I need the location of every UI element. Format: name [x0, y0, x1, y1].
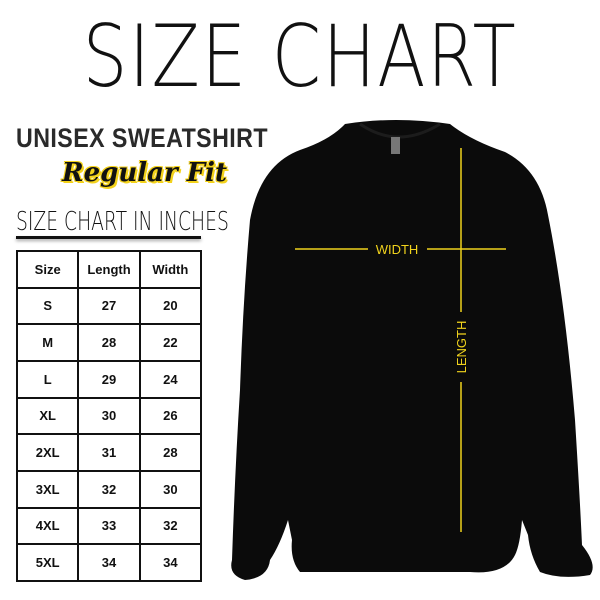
table-cell: 31	[77, 433, 141, 472]
neck-tag	[391, 137, 400, 154]
table-cell: 34	[138, 543, 203, 582]
size-table: Size Length Width S 27 20 M 28 22 L 29 24 XL 30 26 2XL 3…	[15, 250, 203, 582]
table-cell: L	[15, 359, 80, 399]
length-label: LENGTH	[454, 321, 469, 374]
page-title: SIZE CHART	[82, 7, 518, 107]
table-header-row: Size Length Width	[15, 250, 203, 289]
table-row: L 29 24	[15, 359, 203, 399]
table-cell: M	[15, 323, 80, 362]
table-cell: S	[15, 286, 80, 326]
table-row: M 28 22	[15, 323, 203, 362]
table-row: 2XL 31 28	[15, 433, 203, 472]
heading-underline	[16, 236, 201, 239]
table-cell: 22	[138, 323, 203, 362]
table-cell: 20	[138, 286, 203, 326]
table-cell: 26	[138, 396, 203, 436]
table-row: 4XL 33 32	[15, 506, 203, 546]
width-label: WIDTH	[376, 242, 419, 257]
table-row: XL 30 26	[15, 396, 203, 436]
table-cell: 24	[138, 359, 203, 399]
product-name: UNISEX SWEATSHIRT	[16, 123, 268, 153]
column-header: Size	[15, 250, 80, 289]
sweatshirt-image	[231, 120, 593, 580]
table-row: 3XL 32 30	[15, 469, 203, 509]
table-cell: 30	[138, 469, 203, 509]
table-row: S 27 20	[15, 286, 203, 326]
fit-label: Regular Fit	[62, 158, 228, 188]
table-cell: 5XL	[15, 543, 80, 582]
table-cell: 29	[77, 359, 141, 399]
units-heading: SIZE CHART IN INCHES	[16, 207, 229, 237]
table-cell: 4XL	[15, 506, 80, 546]
column-header: Length	[77, 250, 141, 289]
table-cell: 28	[77, 323, 141, 362]
table-cell: 34	[77, 543, 141, 582]
table-cell: XL	[15, 396, 80, 436]
table-row: 5XL 34 34	[15, 543, 203, 582]
table-cell: 3XL	[15, 469, 80, 509]
table-cell: 28	[138, 433, 203, 472]
table-cell: 32	[77, 469, 141, 509]
table-cell: 2XL	[15, 433, 80, 472]
column-header: Width	[138, 250, 203, 289]
table-cell: 27	[77, 286, 141, 326]
table-cell: 30	[77, 396, 141, 436]
table-cell: 33	[77, 506, 141, 546]
table-cell: 32	[138, 506, 203, 546]
